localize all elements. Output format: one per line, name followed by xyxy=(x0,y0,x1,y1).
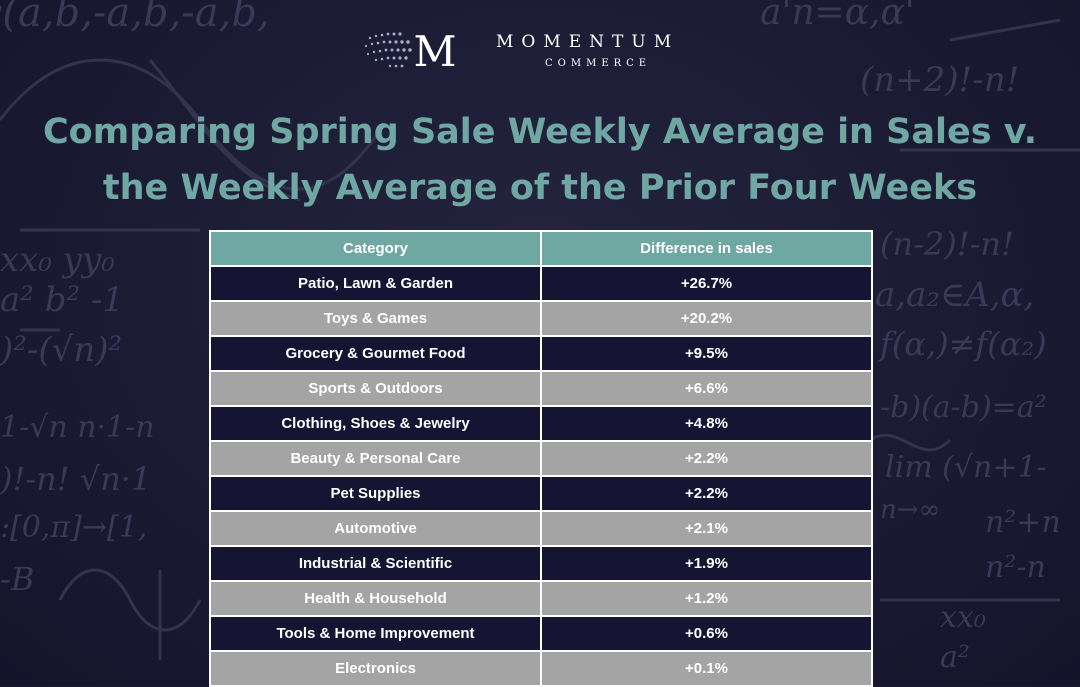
cell-category: Pet Supplies xyxy=(209,475,542,512)
cell-category: Sports & Outdoors xyxy=(209,370,542,407)
cell-difference: +2.2% xyxy=(540,475,873,512)
table-header-row: Category Difference in sales xyxy=(209,230,873,267)
cell-category: Beauty & Personal Care xyxy=(209,440,542,477)
brand-name: MOMENTUM xyxy=(496,32,680,52)
cell-category: Toys & Games xyxy=(209,300,542,337)
logo-dots-icon xyxy=(364,32,412,68)
title-line-1: Comparing Spring Sale Weekly Average in … xyxy=(43,112,1037,152)
sales-difference-table: Category Difference in sales Patio, Lawn… xyxy=(209,230,873,687)
table-row: Beauty & Personal Care +2.2% xyxy=(209,440,873,477)
cell-category: Industrial & Scientific xyxy=(209,545,542,582)
cell-difference: +2.2% xyxy=(540,440,873,477)
column-header-category: Category xyxy=(209,230,542,267)
cell-category: Patio, Lawn & Garden xyxy=(209,265,542,302)
cell-category: Tools & Home Improvement xyxy=(209,615,542,652)
title-line-2: the Weekly Average of the Prior Four Wee… xyxy=(102,168,978,208)
cell-difference: +1.9% xyxy=(540,545,873,582)
cell-difference: +1.2% xyxy=(540,580,873,617)
table-row: Grocery & Gourmet Food +9.5% xyxy=(209,335,873,372)
column-header-difference: Difference in sales xyxy=(540,230,873,267)
table-row: Tools & Home Improvement +0.6% xyxy=(209,615,873,652)
cell-category: Health & Household xyxy=(209,580,542,617)
cell-difference: +20.2% xyxy=(540,300,873,337)
cell-difference: +4.8% xyxy=(540,405,873,442)
cell-difference: +2.1% xyxy=(540,510,873,547)
cell-difference: +0.1% xyxy=(540,650,873,687)
cell-difference: +0.6% xyxy=(540,615,873,652)
table-row: Patio, Lawn & Garden +26.7% xyxy=(209,265,873,302)
cell-difference: +26.7% xyxy=(540,265,873,302)
page-title: Comparing Spring Sale Weekly Average in … xyxy=(0,104,1080,216)
table-body: Patio, Lawn & Garden +26.7% Toys & Games +2… xyxy=(209,265,873,687)
table-row: Health & Household +1.2% xyxy=(209,580,873,617)
cell-difference: +6.6% xyxy=(540,370,873,407)
cell-category: Automotive xyxy=(209,510,542,547)
table-row: Electronics +0.1% xyxy=(209,650,873,687)
brand-logo: M MOMENTUM COMMERCE xyxy=(0,28,1080,78)
table-row: Clothing, Shoes & Jewelry +4.8% xyxy=(209,405,873,442)
cell-difference: +9.5% xyxy=(540,335,873,372)
logo-mark: M xyxy=(413,27,457,76)
cell-category: Clothing, Shoes & Jewelry xyxy=(209,405,542,442)
table-row: Industrial & Scientific +1.9% xyxy=(209,545,873,582)
cell-category: Grocery & Gourmet Food xyxy=(209,335,542,372)
table-row: Toys & Games +20.2% xyxy=(209,300,873,337)
table-row: Pet Supplies +2.2% xyxy=(209,475,873,512)
table-row: Sports & Outdoors +6.6% xyxy=(209,370,873,407)
table-row: Automotive +2.1% xyxy=(209,510,873,547)
cell-category: Electronics xyxy=(209,650,542,687)
brand-subtitle: COMMERCE xyxy=(545,58,652,69)
